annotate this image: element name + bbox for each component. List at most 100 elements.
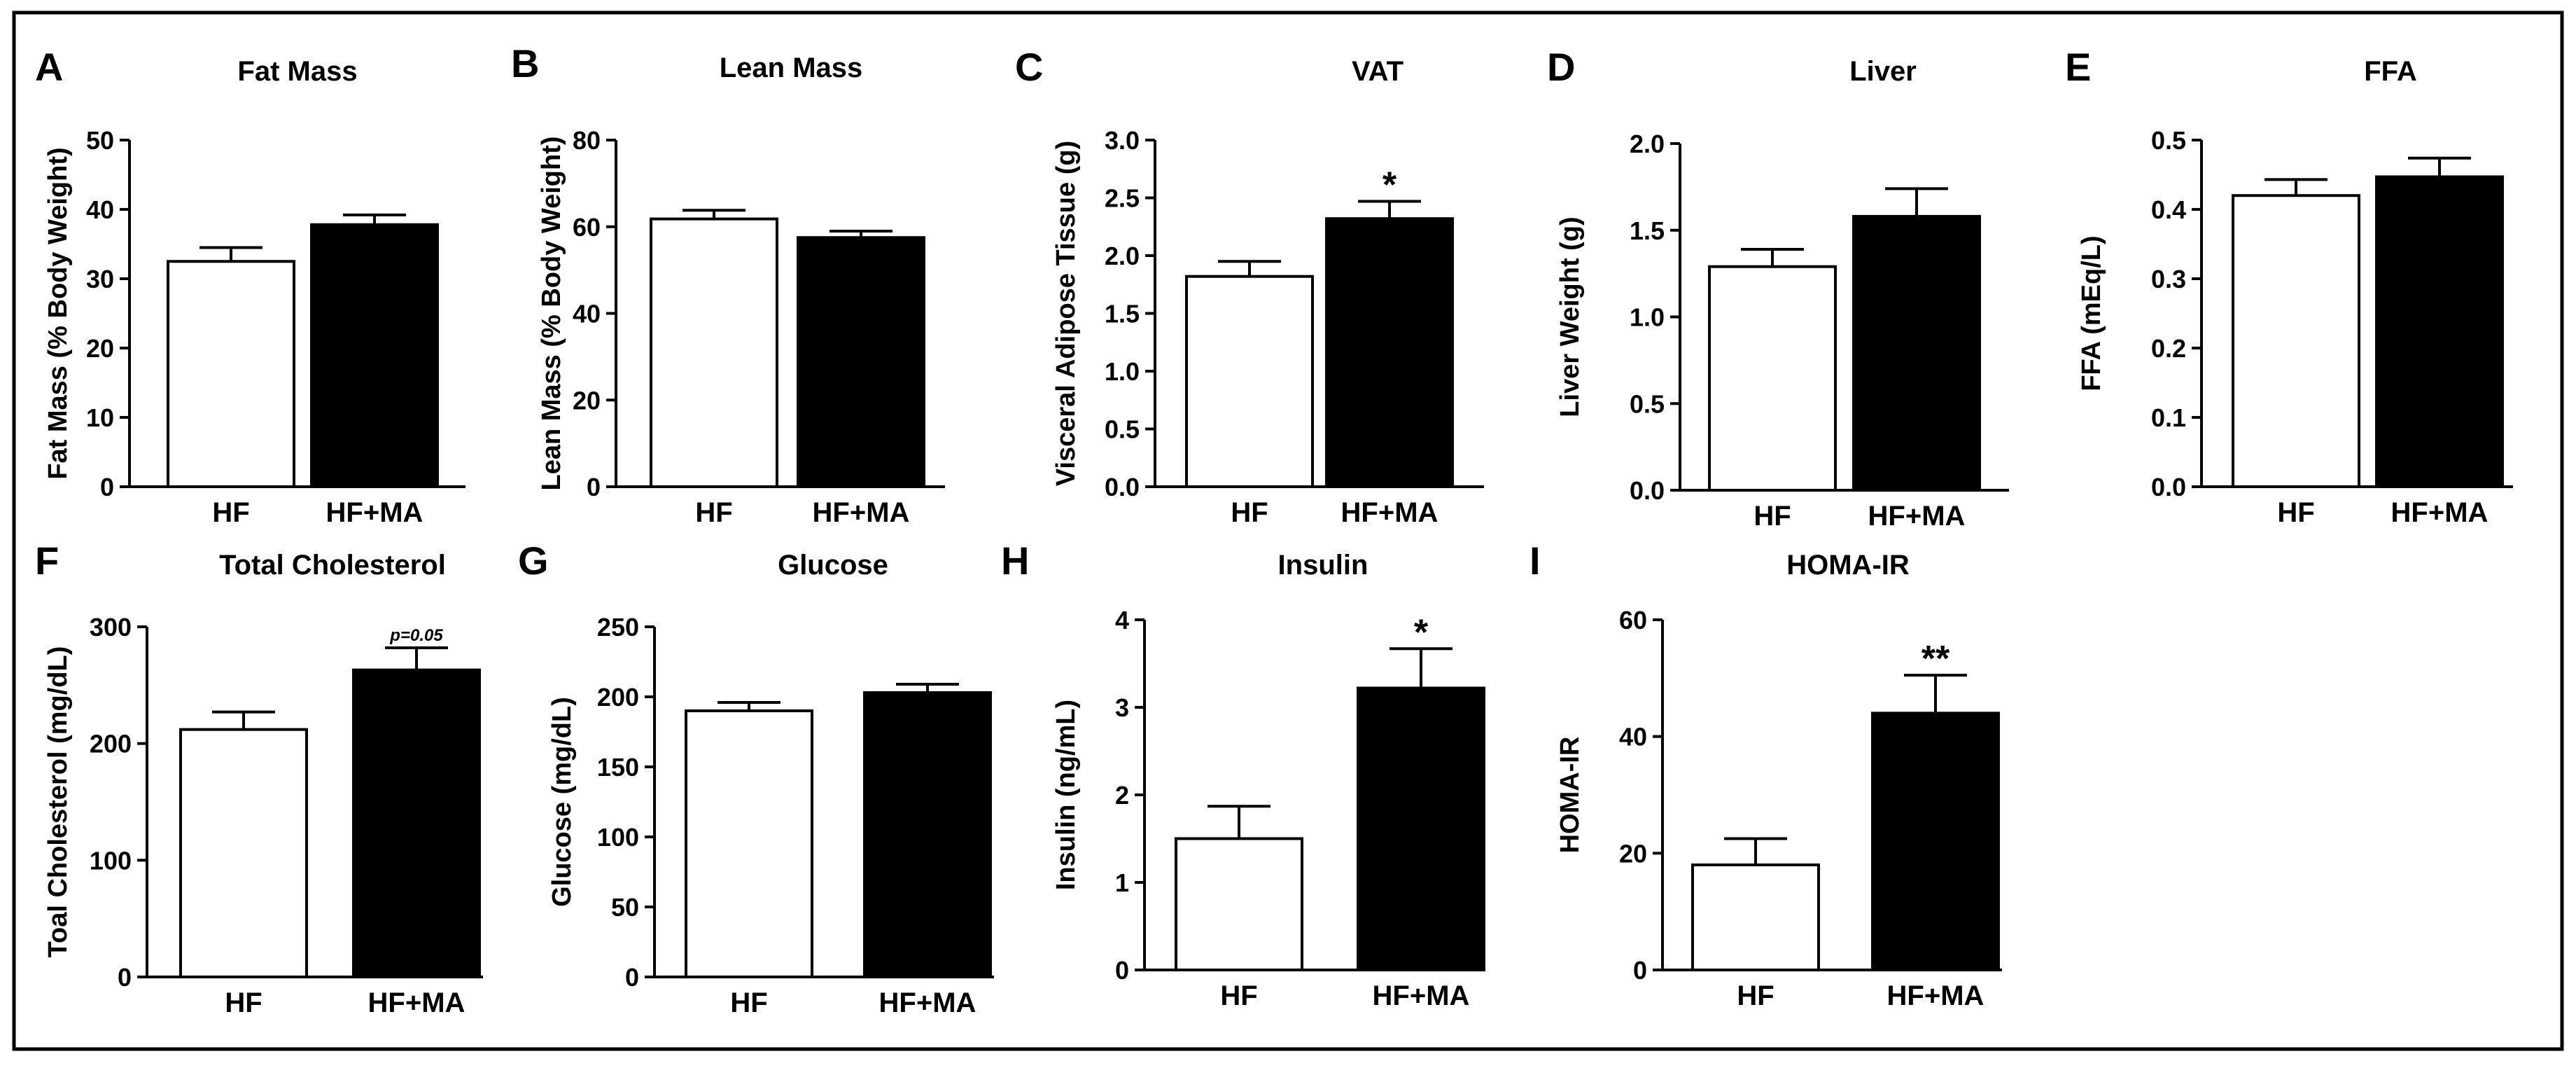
bar-hf-ma (2375, 175, 2504, 488)
x-category-label: HF+MA (1373, 980, 1470, 1011)
bar-hf-ma (352, 668, 481, 979)
y-axis-label: Visceral Adipose Tissue (g) (1051, 141, 1081, 486)
y-tick-label: 20 (86, 334, 114, 363)
panel-letter: E (2065, 45, 2091, 89)
panel-letter: A (35, 45, 63, 89)
panel-title: Glucose (778, 550, 888, 581)
panel-g: G Glucose Glucose (mg/dL) 0 50 100 150 200 250 HF… (518, 539, 994, 1018)
y-tick-label: 0.5 (1630, 389, 1665, 418)
x-category-label: HF+MA (879, 987, 976, 1018)
x-category-label: HF+MA (1868, 501, 1966, 532)
bar-hf (1691, 864, 1820, 971)
panel-a: A Fat Mass Fat Mass (% Body Weight) 0 10 20 30… (35, 45, 465, 528)
y-tick-label: 300 (90, 613, 132, 642)
y-tick-label: 2 (1115, 781, 1129, 810)
y-tick-label: 4 (1115, 606, 1129, 634)
x-category-label: HF (1754, 501, 1791, 532)
y-tick-label: 30 (86, 265, 114, 293)
x-category-label: HF (730, 987, 767, 1018)
bar-hf (1185, 275, 1314, 488)
panel-f: F Total Cholesterol Toal Cholesterol (mg/d… (35, 539, 483, 1018)
y-tick-label: 80 (573, 126, 601, 155)
x-category-label: HF (1737, 980, 1774, 1011)
panel-letter: G (518, 539, 549, 583)
y-tick-label: 0.2 (2151, 334, 2186, 363)
y-tick-label: 20 (1619, 839, 1647, 868)
panel-letter: C (1015, 45, 1043, 89)
y-tick-label: 3.0 (1105, 126, 1140, 155)
panel-h: H Insulin Insulin (ng/mL) 0 1 2 3 4 HF HF+MA * (1001, 539, 1485, 1011)
bar-hf-ma (1852, 214, 1981, 492)
significance-label: * (1382, 165, 1397, 205)
y-tick-label: 0.5 (1105, 415, 1140, 444)
panel-letter: I (1530, 539, 1541, 583)
panel-title: Liver (1849, 56, 1917, 87)
y-axis-label: Toal Cholesterol (mg/dL) (43, 646, 73, 958)
panel-letter: F (35, 539, 59, 583)
y-tick-label: 20 (573, 386, 601, 415)
p-value-label: p=0.05 (389, 626, 443, 645)
y-tick-label: 0 (118, 963, 132, 992)
y-tick-label: 0 (587, 473, 601, 501)
y-tick-label: 100 (90, 846, 132, 875)
y-tick-label: 0.0 (1630, 476, 1665, 505)
y-tick-label: 10 (86, 403, 114, 432)
bar-hf-ma (310, 223, 439, 488)
bar-hf-ma (797, 236, 925, 488)
y-tick-label: 0 (100, 473, 114, 501)
panel-title: Insulin (1278, 550, 1368, 581)
bar-hf (2232, 194, 2360, 488)
y-tick-label: 200 (597, 683, 639, 712)
x-category-label: HF (1231, 497, 1268, 528)
y-tick-label: 0.4 (2151, 195, 2186, 224)
y-tick-label: 2.5 (1105, 184, 1140, 213)
y-tick-label: 0 (1633, 956, 1647, 985)
x-category-label: HF (1220, 980, 1257, 1011)
y-tick-label: 0.5 (2151, 126, 2186, 155)
y-axis-label: Glucose (mg/dL) (547, 697, 577, 907)
y-axis-label: Liver Weight (g) (1555, 216, 1585, 417)
x-category-label: HF (2277, 497, 2314, 528)
bar-hf-ma (1357, 686, 1485, 971)
y-tick-label: 1.0 (1105, 357, 1140, 386)
y-axis-label: Lean Mass (% Body Weight) (537, 136, 566, 490)
panel-i: I HOMA-IR HOMA-IR 0 20 40 60 HF HF+MA ** (1530, 539, 2002, 1011)
y-tick-label: 150 (597, 753, 639, 782)
y-tick-label: 0.1 (2151, 403, 2186, 432)
y-tick-label: 50 (611, 893, 639, 922)
x-category-label: HF (225, 987, 262, 1018)
bar-hf-ma (1325, 217, 1454, 488)
panel-b: B Lean Mass Lean Mass (% Body Weight) 0 20 40… (511, 41, 945, 528)
x-category-label: HF+MA (1341, 497, 1438, 528)
y-axis-label: Insulin (ng/mL) (1051, 700, 1081, 890)
x-category-label: HF+MA (326, 497, 424, 528)
y-tick-label: 0.0 (1105, 473, 1140, 501)
panel-title: Fat Mass (237, 56, 357, 87)
x-category-label: HF+MA (368, 987, 465, 1018)
y-tick-label: 2.0 (1105, 242, 1140, 270)
panel-letter: H (1001, 539, 1029, 583)
y-tick-label: 40 (86, 195, 114, 224)
x-category-label: HF (695, 497, 732, 528)
y-tick-label: 100 (597, 823, 639, 852)
y-tick-label: 1.5 (1105, 300, 1140, 328)
bar-hf (685, 709, 813, 978)
y-tick-label: 250 (597, 613, 639, 642)
bar-hf (650, 217, 778, 488)
y-axis-label: Fat Mass (% Body Weight) (43, 147, 73, 479)
y-tick-label: 40 (1619, 723, 1647, 751)
y-tick-label: 40 (573, 300, 601, 328)
y-tick-label: 3 (1115, 693, 1129, 722)
y-tick-label: 0 (1115, 956, 1129, 985)
panel-c: C VAT Visceral Adipose Tissue (g) 0.0 0.5 1.0… (1015, 45, 1484, 528)
panel-title: Lean Mass (720, 53, 863, 83)
panel-letter: B (511, 41, 539, 85)
y-tick-label: 0.0 (2151, 473, 2186, 501)
significance-label: ** (1921, 639, 1950, 679)
bar-hf (1708, 265, 1837, 492)
y-tick-label: 1 (1115, 868, 1129, 897)
x-category-label: HF (212, 497, 249, 528)
y-tick-label: 1.5 (1630, 216, 1665, 245)
bar-hf-ma (863, 691, 992, 978)
